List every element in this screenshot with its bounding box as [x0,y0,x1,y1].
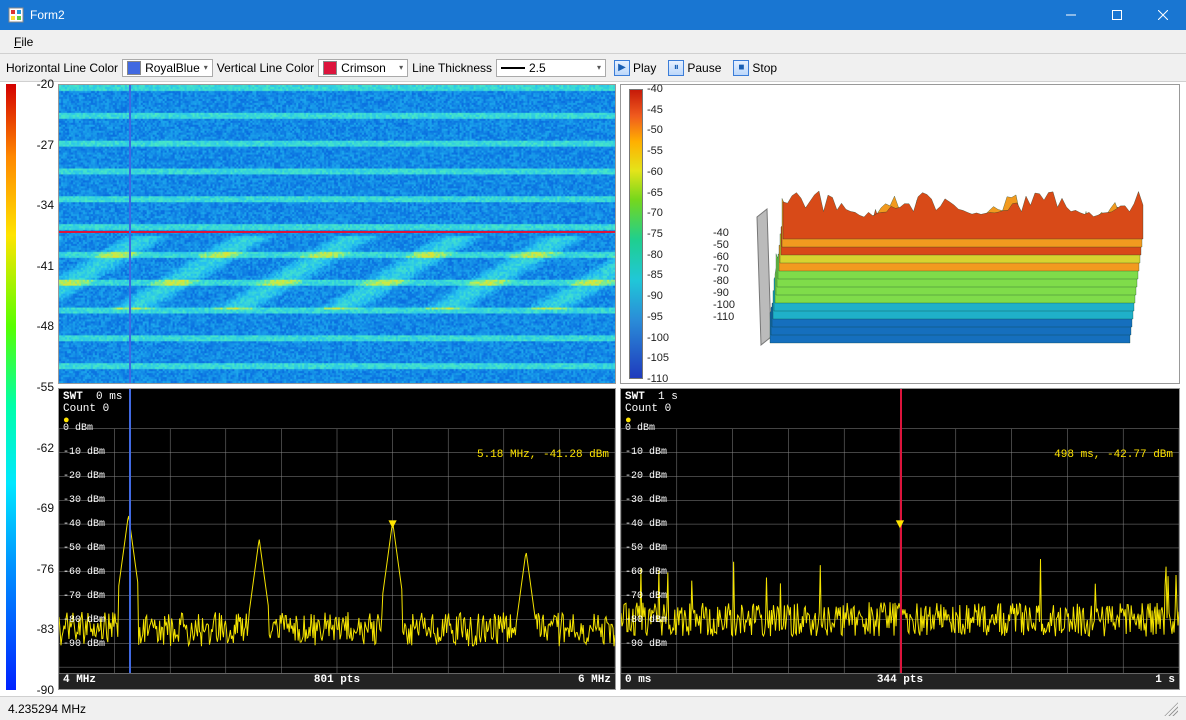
play-icon: ▶ [614,60,630,76]
surface3d-panel[interactable]: -40-45-50-55-60-65-70-75-80-85-90-95-100… [620,84,1180,384]
menu-file[interactable]: File [6,33,41,51]
thickness-label: Line Thickness [412,61,492,75]
thickness-value: 2.5 [529,61,546,75]
left-colorbar-labels: -20-27-34-41-48-55-62-69-76-83-90 [18,84,54,690]
left-colorbar [6,84,16,690]
toolbar: Horizontal Line Color RoyalBlue ▾ Vertic… [0,54,1186,82]
hcolor-value: RoyalBlue [145,61,200,75]
maximize-button[interactable] [1094,0,1140,30]
spectrum-freq-cursor-readout: 5.18 MHz, -41.28 dBm [477,449,609,461]
thickness-combo[interactable]: 2.5 ▾ [496,59,606,77]
statusbar: 4.235294 MHz [0,696,1186,720]
spectrum-time-footer: 0 ms 344 pts 1 s [621,673,1179,689]
spectrum-time-cursor-readout: 498 ms, -42.77 dBm [1054,449,1173,461]
line-thickness-icon [501,67,525,69]
spectrogram-vline[interactable] [129,85,131,383]
surface3d-colorbar [629,89,643,379]
spectrogram-canvas [59,85,615,383]
resize-grip[interactable] [1164,702,1178,716]
spectrum-time-vline[interactable] [900,389,902,689]
spectrum-freq-panel[interactable]: SWT 0 ms Count 0● 5.18 MHz, -41.28 dBm ▼… [58,388,616,690]
chevron-down-icon: ▾ [204,63,208,72]
chevron-down-icon: ▾ [399,63,403,72]
stop-button[interactable]: ■Stop [729,58,781,78]
spectrum-freq-vline[interactable] [129,389,131,689]
titlebar: Form2 [0,0,1186,30]
vcolor-combo[interactable]: Crimson ▾ [318,59,408,77]
window-buttons [1048,0,1186,30]
close-button[interactable] [1140,0,1186,30]
spectrum-time-info: SWT 1 s Count 0● [625,391,678,427]
play-button[interactable]: ▶Play [610,58,660,78]
vcolor-label: Vertical Line Color [217,61,314,75]
spectrum-freq-info: SWT 0 ms Count 0● [63,391,122,427]
vcolor-swatch [323,61,337,75]
app-icon [8,7,24,23]
spectrum-time-marker[interactable]: ▼ [896,517,904,533]
spectrogram-panel[interactable] [58,84,616,384]
status-text: 4.235294 MHz [8,702,86,716]
spectrum-time-panel[interactable]: SWT 1 s Count 0● 498 ms, -42.77 dBm ▼ 0 … [620,388,1180,690]
spectrum-freq-plot [59,389,615,689]
window-title: Form2 [30,8,1048,22]
stop-icon: ■ [733,60,749,76]
hcolor-label: Horizontal Line Color [6,61,118,75]
chevron-down-icon: ▾ [597,63,601,72]
workarea: -20-27-34-41-48-55-62-69-76-83-90 -40-45… [0,82,1186,696]
spectrogram-hline[interactable] [59,231,615,233]
pause-button[interactable]: ⏸Pause [664,58,725,78]
hcolor-swatch [127,61,141,75]
surface3d-plot [749,187,1149,357]
spectrum-freq-marker[interactable]: ▼ [388,517,396,533]
minimize-button[interactable] [1048,0,1094,30]
hcolor-combo[interactable]: RoyalBlue ▾ [122,59,213,77]
surface3d-zaxis-labels: -40-50-60-70-80-90-100-110 [713,227,735,323]
menubar: File [0,30,1186,54]
spectrum-freq-footer: 4 MHz 801 pts 6 MHz [59,673,615,689]
pause-icon: ⏸ [668,60,684,76]
vcolor-value: Crimson [341,61,386,75]
